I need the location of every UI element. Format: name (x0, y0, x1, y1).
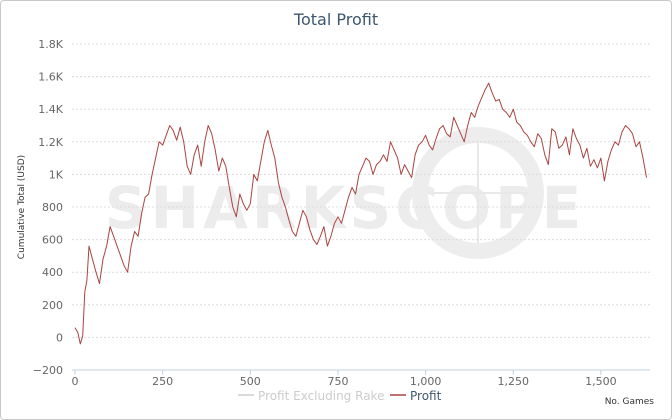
watermark-text: SHARKSCOPE (105, 174, 586, 242)
legend-label-profit-excluding-rake: Profit Excluding Rake (258, 389, 384, 403)
x-tick-label: 500 (240, 375, 261, 388)
legend-item-profit[interactable]: Profit (390, 389, 442, 403)
y-tick-label: 200 (42, 299, 63, 312)
x-tick-label: 1,500 (585, 375, 617, 388)
y-tick-label: 1.6K (38, 71, 63, 84)
y-grid-lines (72, 43, 650, 338)
y-tick-labels: −200 0 200 400 600 800 1K 1.2K 1.4K 1.6K 1.8K (33, 38, 64, 377)
x-axis-unit-label: No. Games (605, 397, 655, 407)
y-tick-label: 1.8K (38, 38, 63, 51)
y-tick-label: 1K (49, 168, 64, 181)
y-axis-label: Cumulative Total (USD) (17, 155, 27, 259)
x-tick-label: 1,000 (410, 375, 442, 388)
x-tick-label: 1,250 (498, 375, 530, 388)
x-tick-label: 750 (327, 375, 348, 388)
y-tick-label: 1.4K (38, 103, 63, 116)
watermark-scope-ring (412, 127, 544, 259)
y-tick-label: 800 (42, 201, 63, 214)
y-tick-label: 1.2K (38, 136, 63, 149)
y-tick-label: 0 (56, 331, 63, 344)
x-tick-labels: 0 250 500 750 1,000 1,250 1,500 (72, 370, 617, 388)
legend-label-profit: Profit (410, 389, 442, 403)
y-tick-label: −200 (33, 364, 63, 377)
x-tick-label: 0 (72, 375, 79, 388)
y-tick-label: 600 (42, 234, 63, 247)
x-tick-label: 250 (152, 375, 173, 388)
legend-item-profit-excluding-rake[interactable]: Profit Excluding Rake (238, 389, 384, 403)
series-layer (74, 82, 647, 345)
y-tick-label: 400 (42, 266, 63, 279)
profit-series-line (74, 82, 647, 345)
sharkscope-watermark: SHARKSCOPE (105, 127, 586, 259)
legend: Profit Excluding Rake Profit (238, 389, 442, 403)
chart-title: Total Profit (293, 10, 378, 29)
